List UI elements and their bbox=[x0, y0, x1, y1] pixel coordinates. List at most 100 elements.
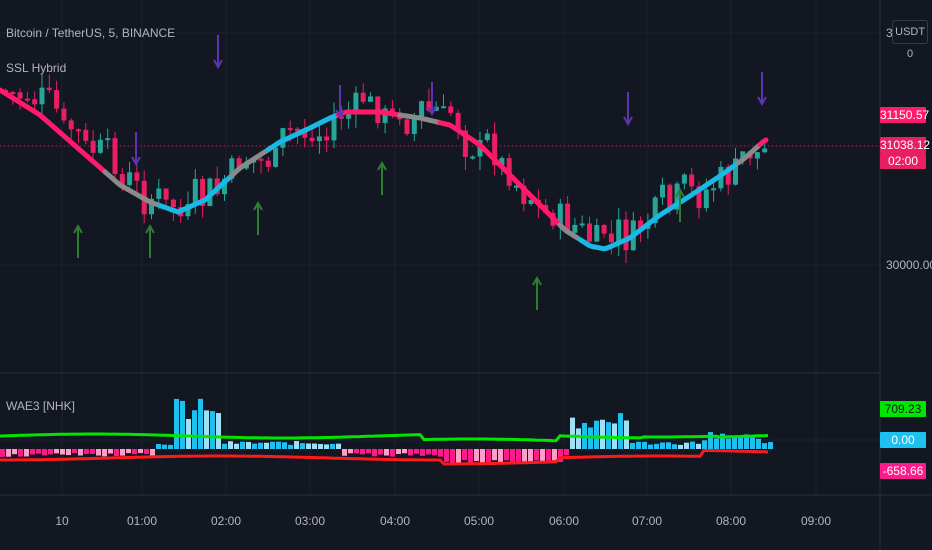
wae-bar bbox=[474, 449, 479, 462]
ssl-segment bbox=[397, 112, 442, 125]
candle-body bbox=[433, 106, 439, 111]
wae-bar bbox=[438, 449, 443, 457]
candle-body bbox=[127, 172, 133, 186]
time-tick: 06:00 bbox=[548, 514, 580, 528]
wae-bar bbox=[138, 449, 143, 454]
candle-body bbox=[24, 98, 30, 101]
wae-bar bbox=[702, 440, 707, 449]
wae-bar bbox=[324, 444, 329, 449]
ssl-segment bbox=[577, 162, 739, 252]
wae-bar bbox=[540, 449, 545, 464]
wae-signal-badge: 709.23 bbox=[880, 401, 926, 417]
symbol-title[interactable]: Bitcoin / TetherUS, 5, BINANCE bbox=[6, 26, 176, 40]
currency-button[interactable]: USDT 0 bbox=[892, 20, 928, 60]
candle-body bbox=[46, 87, 52, 91]
wae-bar bbox=[462, 449, 467, 461]
wae-bar bbox=[282, 442, 287, 449]
candle-body bbox=[163, 188, 169, 200]
wae-bar bbox=[672, 444, 677, 449]
candle-body bbox=[740, 151, 746, 159]
wae-bar bbox=[720, 433, 725, 449]
candle-body bbox=[61, 108, 67, 121]
wae-bar bbox=[636, 441, 641, 449]
ssl-segment bbox=[0, 87, 108, 175]
candle-body bbox=[83, 129, 89, 141]
ssl-segment bbox=[265, 112, 340, 153]
wae-bar bbox=[684, 442, 689, 449]
candle-body bbox=[594, 224, 600, 242]
candle-body bbox=[192, 178, 198, 205]
candle-body bbox=[521, 185, 527, 204]
candle-body bbox=[426, 101, 432, 111]
wae-bar bbox=[66, 449, 71, 456]
wae-bar bbox=[750, 437, 755, 449]
wae-bar bbox=[690, 441, 695, 449]
wae-bar bbox=[42, 449, 47, 456]
candle-body bbox=[90, 140, 96, 153]
lower-indicator-title[interactable]: WAE3 [NHK] bbox=[6, 399, 75, 413]
candle-body bbox=[134, 172, 140, 181]
wae-bar bbox=[420, 449, 425, 456]
ssl-segment bbox=[229, 147, 271, 178]
wae-bar bbox=[222, 443, 227, 449]
wae-bar bbox=[78, 449, 83, 456]
wae-bar bbox=[114, 449, 119, 456]
wae-bar bbox=[618, 413, 623, 449]
candle-body bbox=[754, 152, 760, 159]
time-tick: 05:00 bbox=[463, 514, 495, 528]
wae-bar bbox=[18, 449, 23, 457]
candle-body bbox=[236, 158, 242, 169]
wae-bar bbox=[486, 449, 491, 464]
ssl-segment bbox=[735, 142, 762, 166]
wae-bar bbox=[654, 443, 659, 449]
candle-body bbox=[689, 174, 695, 187]
wae-bar bbox=[414, 449, 419, 454]
wae-bar bbox=[744, 434, 749, 449]
wae-bar bbox=[456, 449, 461, 466]
ssl-segment bbox=[335, 109, 401, 118]
wae-bar bbox=[30, 449, 35, 455]
wae-bar bbox=[390, 449, 395, 457]
candle-body bbox=[287, 128, 293, 131]
candle-body bbox=[338, 116, 344, 119]
wae-bar bbox=[234, 443, 239, 449]
ssl-segment bbox=[437, 120, 563, 228]
wae-bar bbox=[360, 449, 365, 455]
wae-bar bbox=[120, 449, 125, 456]
candle-body bbox=[565, 203, 571, 233]
wae-bar bbox=[762, 443, 767, 449]
candle-body bbox=[660, 184, 665, 198]
wae-bar bbox=[336, 443, 341, 449]
signal-arrows bbox=[73, 35, 767, 310]
wae-bar bbox=[156, 443, 161, 449]
candle-body bbox=[711, 188, 717, 191]
wae-bar bbox=[624, 420, 629, 449]
wae-bar bbox=[558, 449, 563, 463]
candle-body bbox=[10, 91, 16, 94]
indicator-title[interactable]: SSL Hybrid bbox=[6, 61, 67, 75]
wae-bar bbox=[642, 441, 647, 449]
wae-bar bbox=[366, 449, 371, 454]
wae-zero-badge: 0.00 bbox=[880, 432, 926, 448]
wae-bar bbox=[372, 449, 377, 457]
wae-bar bbox=[6, 449, 11, 457]
buy-arrow-head bbox=[253, 200, 263, 211]
candle-body bbox=[616, 219, 622, 243]
wae-bar bbox=[768, 442, 773, 449]
ssl-segment bbox=[757, 137, 769, 147]
wae-bar bbox=[504, 449, 509, 461]
candle-body bbox=[105, 138, 111, 141]
wae-bar bbox=[90, 449, 95, 454]
candle-body bbox=[484, 133, 490, 141]
candle-body bbox=[302, 131, 308, 138]
candle-body bbox=[557, 203, 563, 226]
wae-bar bbox=[60, 449, 65, 455]
candle-body bbox=[499, 158, 505, 166]
candle-body bbox=[324, 136, 330, 141]
wae-bar bbox=[492, 449, 497, 461]
candle-body bbox=[587, 223, 592, 242]
candle-body bbox=[404, 119, 410, 135]
buy-arrow-head bbox=[675, 187, 685, 198]
wae-bar bbox=[648, 444, 653, 449]
